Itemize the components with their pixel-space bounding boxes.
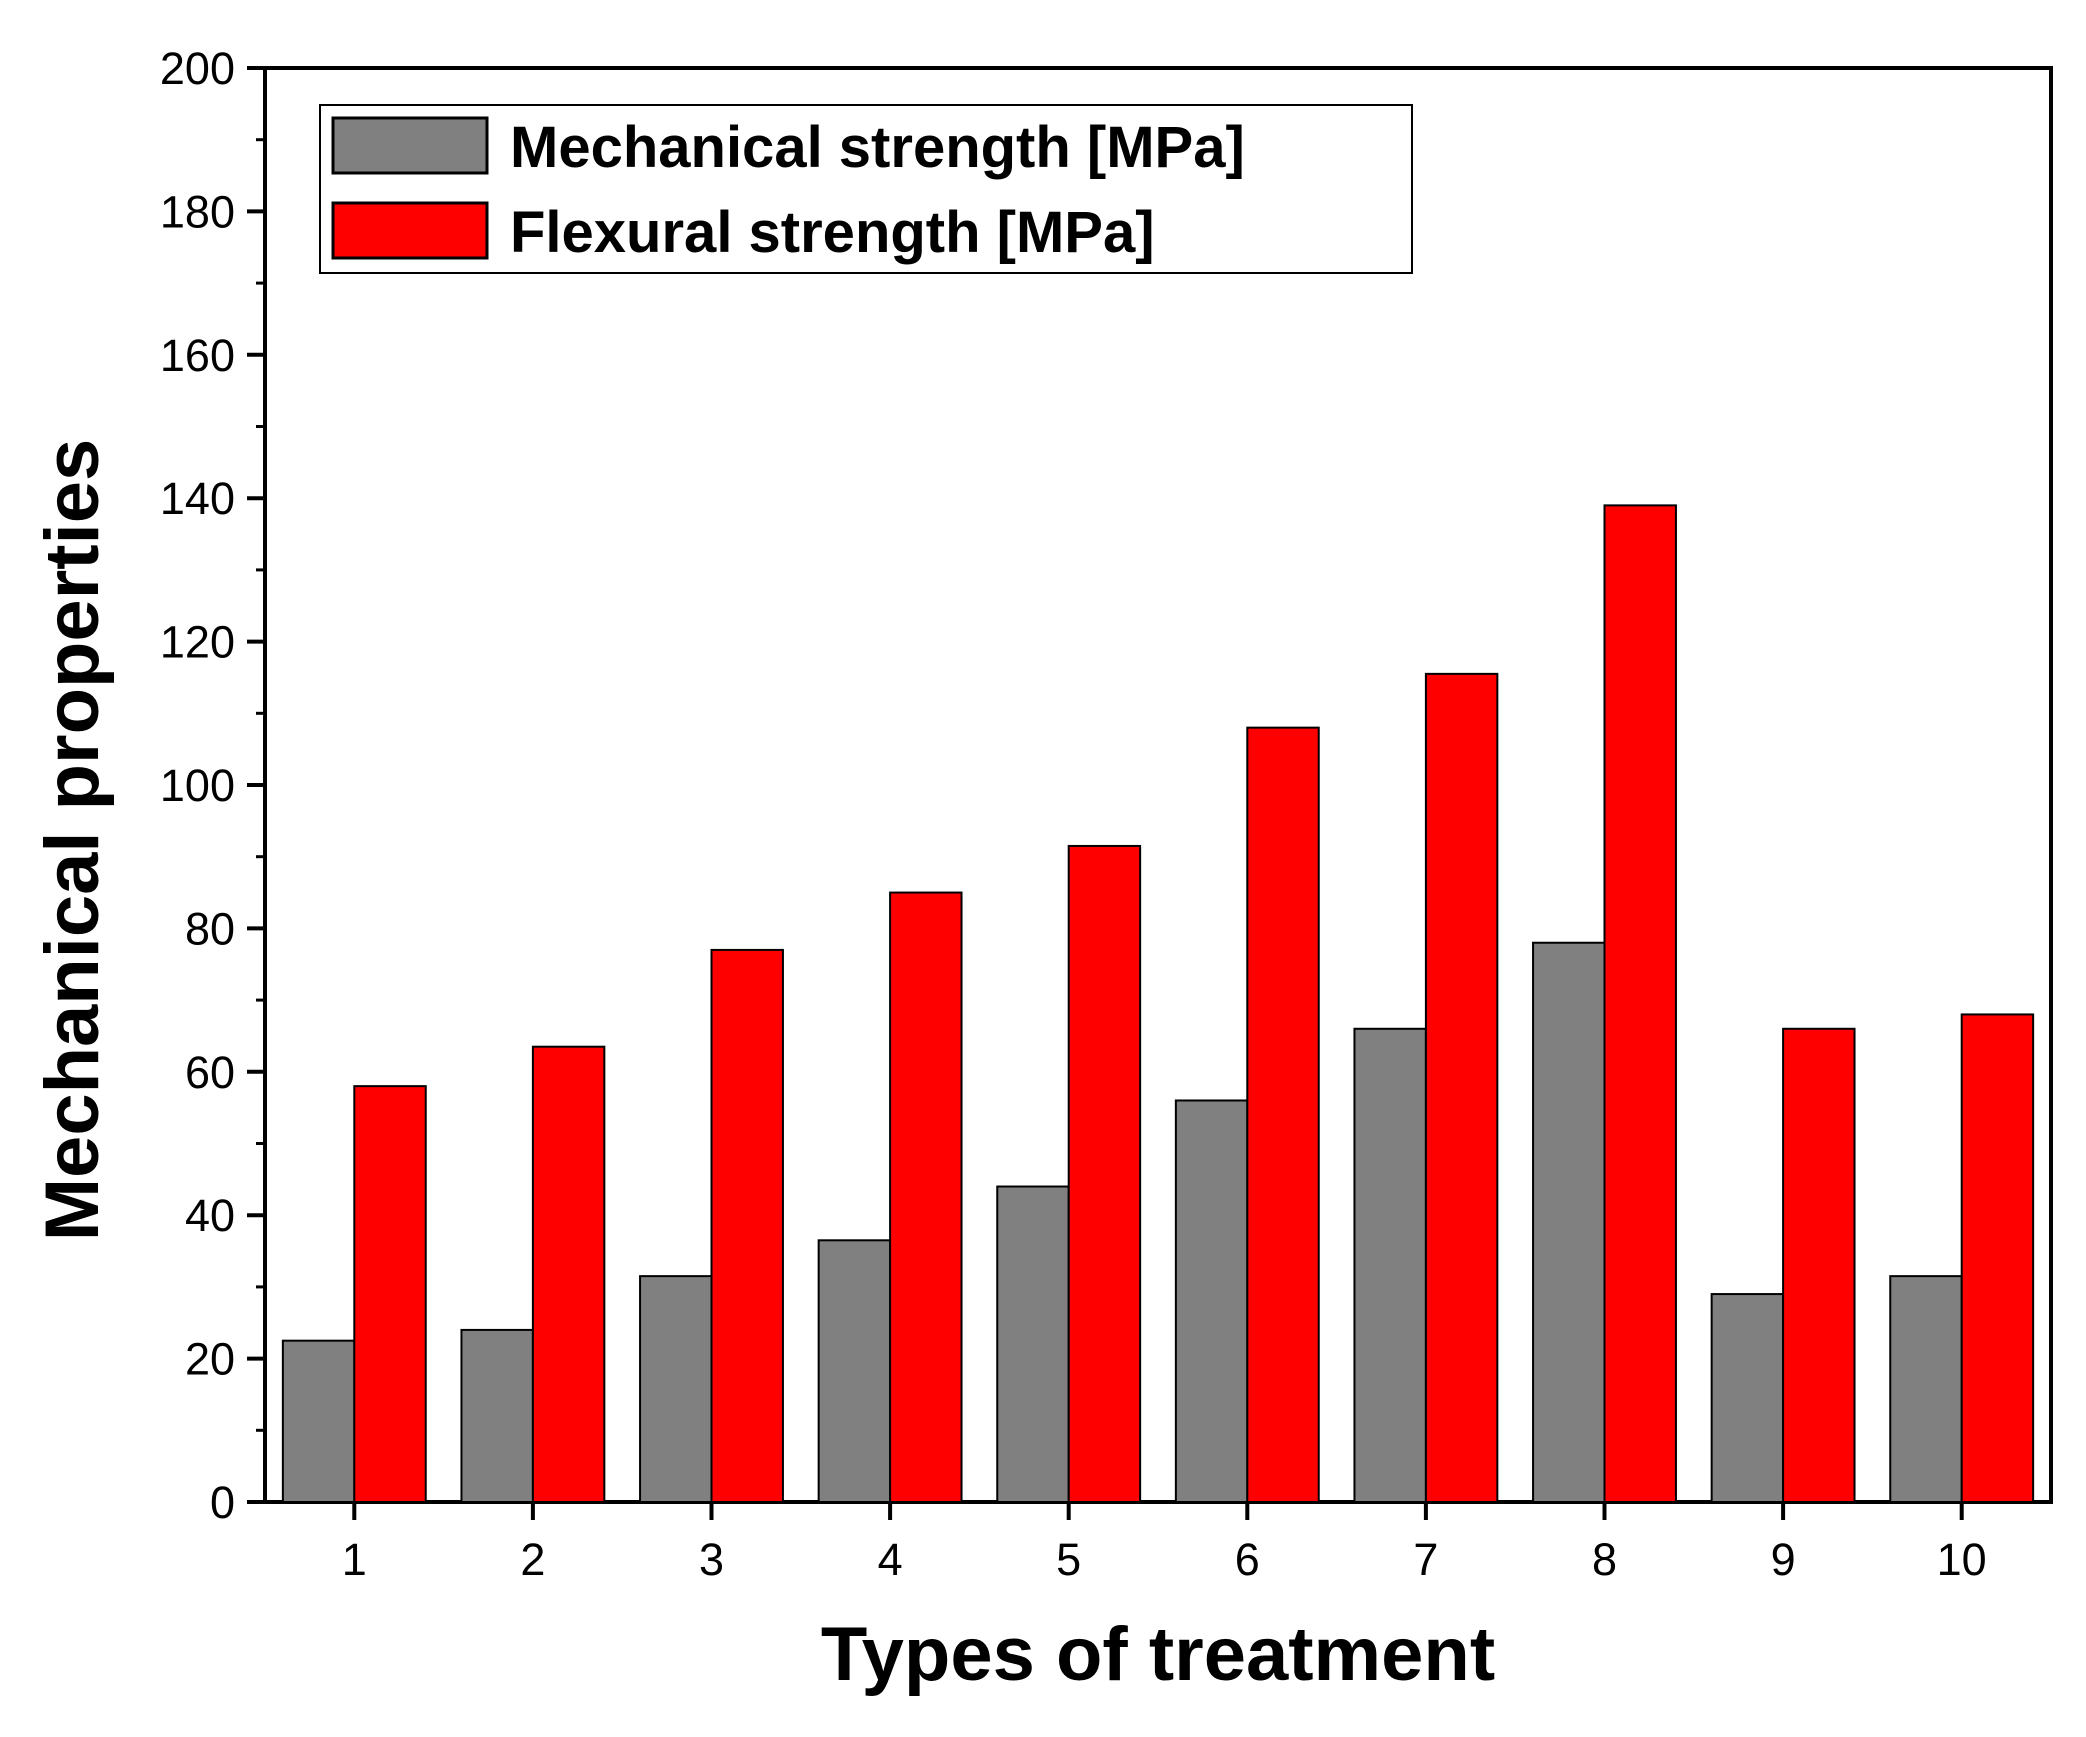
legend-swatch-flexural <box>331 201 489 260</box>
y-tick-label-140: 140 <box>160 473 235 524</box>
x-tick-label-2: 2 <box>520 1534 545 1585</box>
y-tick-label-160: 160 <box>160 330 235 381</box>
y-tick-label-60: 60 <box>185 1047 235 1098</box>
y-tick-label-100: 100 <box>160 760 235 811</box>
bar-flexural-2 <box>531 1045 606 1503</box>
bar-mechanical-1 <box>281 1339 356 1504</box>
x-tick-label-3: 3 <box>699 1534 724 1585</box>
bar-flexural-6 <box>1246 726 1320 1503</box>
bar-mechanical-10 <box>1889 1275 1963 1504</box>
x-tick-label-4: 4 <box>878 1534 903 1585</box>
legend: Mechanical strength [MPa] Flexural stren… <box>319 104 1413 274</box>
y-axis-title: Mechanical properties <box>30 439 115 1242</box>
bar-mechanical-5 <box>996 1185 1070 1504</box>
bar-mechanical-2 <box>460 1328 534 1504</box>
x-tick-label-9: 9 <box>1771 1534 1796 1585</box>
bar-mechanical-8 <box>1532 941 1606 1503</box>
y-axis: 0 20 40 60 80 100 120 140 160 180 200 <box>160 43 265 1528</box>
bar-mechanical-6 <box>1174 1099 1249 1503</box>
bar-flexural-8 <box>1603 504 1677 1503</box>
legend-swatch-mechanical <box>331 116 489 175</box>
x-tick-label-7: 7 <box>1413 1534 1438 1585</box>
x-tick-label-6: 6 <box>1235 1534 1260 1585</box>
bars-group <box>281 504 2035 1504</box>
legend-box <box>319 104 1413 274</box>
x-tick-label-5: 5 <box>1056 1534 1081 1585</box>
x-tick-label-10: 10 <box>1937 1534 1987 1585</box>
bar-flexural-3 <box>710 948 784 1503</box>
y-tick-label-0: 0 <box>210 1477 235 1528</box>
y-tick-label-180: 180 <box>160 186 235 237</box>
x-axis-title: Types of treatment <box>821 1612 1495 1697</box>
y-tick-label-120: 120 <box>160 617 235 668</box>
x-tick-label-8: 8 <box>1592 1534 1617 1585</box>
legend-label-mechanical: Mechanical strength [MPa] <box>510 115 1245 180</box>
bar-mechanical-4 <box>817 1239 892 1504</box>
y-tick-label-20: 20 <box>185 1334 235 1385</box>
y-tick-label-80: 80 <box>185 903 235 954</box>
x-tick-label-1: 1 <box>342 1534 367 1585</box>
bar-mechanical-7 <box>1353 1027 1427 1504</box>
x-axis: 1 2 3 4 5 6 7 8 9 10 <box>342 1502 1987 1585</box>
legend-label-flexural: Flexural strength [MPa] <box>510 200 1155 265</box>
bar-mechanical-3 <box>639 1275 713 1504</box>
bar-mechanical-9 <box>1710 1293 1785 1503</box>
bar-flexural-7 <box>1424 672 1499 1503</box>
bar-flexural-1 <box>353 1085 427 1503</box>
bar-flexural-5 <box>1067 844 1142 1503</box>
bar-flexural-10 <box>1960 1013 2035 1503</box>
bar-flexural-4 <box>889 891 963 1503</box>
y-tick-label-40: 40 <box>185 1190 235 1241</box>
y-tick-label-200: 200 <box>160 43 235 94</box>
bar-flexural-9 <box>1782 1027 1856 1504</box>
